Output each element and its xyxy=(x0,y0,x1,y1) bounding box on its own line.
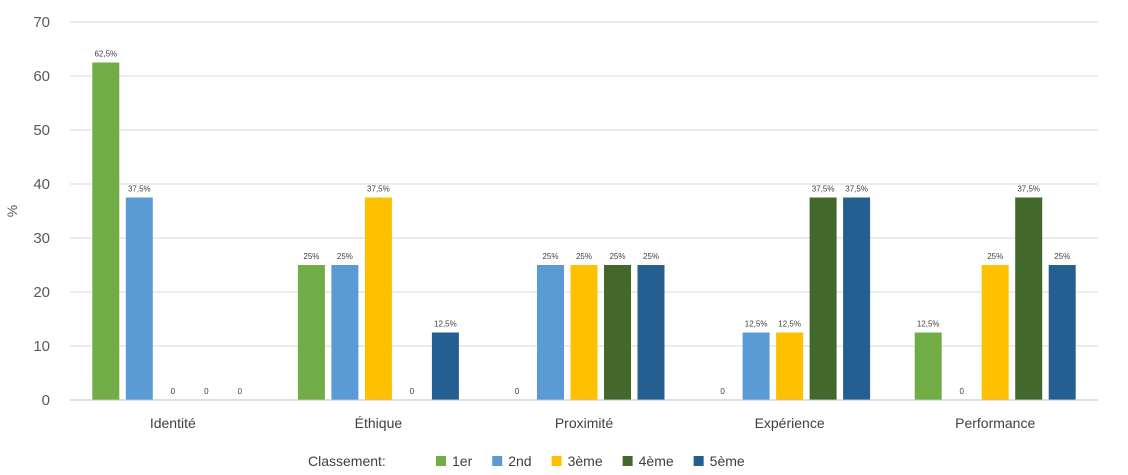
y-tick-label-0: 0 xyxy=(42,392,50,409)
data-label-experience-5eme: 37,5% xyxy=(845,185,868,194)
legend-title: Classement: xyxy=(308,453,386,469)
y-axis-ticks: 0 10 20 30 40 50 60 70 xyxy=(33,14,50,409)
data-label-performance-2nd: 0 xyxy=(959,387,964,396)
bar-proximite-4eme xyxy=(604,265,631,400)
legend-label-1er: 1er xyxy=(452,453,473,469)
x-category-label-ethique: Éthique xyxy=(355,415,403,431)
data-label-ethique-3eme: 37,5% xyxy=(367,185,390,194)
data-label-ethique-4eme: 0 xyxy=(410,387,415,396)
bar-ethique-1er xyxy=(297,265,325,400)
data-label-experience-2nd: 12,5% xyxy=(745,320,768,329)
legend-label-2nd: 2nd xyxy=(508,453,531,469)
y-tick-label-70: 70 xyxy=(33,14,50,31)
data-label-identite-5eme: 0 xyxy=(238,387,243,396)
data-label-experience-3eme: 12,5% xyxy=(778,320,801,329)
bar-experience-2nd xyxy=(742,332,770,400)
legend-swatch-3eme xyxy=(551,456,562,466)
bar-identite-2nd xyxy=(125,197,153,400)
bars xyxy=(92,62,1076,400)
legend: Classement: 1er 2nd 3ème 4ème 5ème xyxy=(308,453,745,469)
data-label-identite-4eme: 0 xyxy=(204,387,209,396)
legend-label-5eme: 5ème xyxy=(710,453,745,469)
legend-swatch-4eme xyxy=(622,456,633,466)
bar-performance-1er xyxy=(914,332,942,400)
x-category-label-experience: Expérience xyxy=(755,415,825,431)
y-tick-label-60: 60 xyxy=(33,68,50,85)
bar-ethique-3eme xyxy=(364,197,392,400)
legend-swatch-5eme xyxy=(693,456,704,466)
legend-label-3eme: 3ème xyxy=(568,453,603,469)
data-labels: 62,5% 37,5% 0 0 0 25% 25% 37,5% 0 12,5% 0 25% 25% 25%… xyxy=(94,50,1070,397)
data-label-proximite-5eme: 25% xyxy=(643,252,659,261)
y-axis-title: % xyxy=(4,205,20,217)
bar-performance-3eme xyxy=(981,265,1009,400)
x-category-label-identite: Identité xyxy=(150,415,196,431)
y-tick-label-10: 10 xyxy=(33,338,50,355)
x-category-label-performance: Performance xyxy=(955,415,1035,431)
data-label-identite-3eme: 0 xyxy=(171,387,176,396)
legend-label-4eme: 4ème xyxy=(639,453,674,469)
y-tick-label-50: 50 xyxy=(33,122,50,139)
data-label-ethique-1er: 25% xyxy=(303,252,319,261)
data-label-performance-4eme: 37,5% xyxy=(1017,185,1040,194)
data-label-proximite-2nd: 25% xyxy=(542,252,558,261)
bar-performance-5eme xyxy=(1048,265,1076,400)
bar-ethique-5eme xyxy=(431,332,459,400)
data-label-performance-3eme: 25% xyxy=(987,252,1003,261)
data-label-proximite-4eme: 25% xyxy=(609,252,625,261)
data-label-identite-2nd: 37,5% xyxy=(128,185,151,194)
bar-experience-5eme xyxy=(843,197,871,400)
x-category-label-proximite: Proximité xyxy=(555,415,614,431)
data-label-performance-5eme: 25% xyxy=(1054,252,1070,261)
y-tick-label-30: 30 xyxy=(33,230,50,247)
bar-performance-4eme xyxy=(1015,197,1043,400)
data-label-experience-4eme: 37,5% xyxy=(812,185,835,194)
bar-proximite-3eme xyxy=(570,265,598,400)
bar-experience-3eme xyxy=(776,332,804,400)
data-label-performance-1er: 12,5% xyxy=(917,320,940,329)
gridlines xyxy=(70,21,1098,347)
y-tick-label-40: 40 xyxy=(33,176,50,193)
bar-identite-1er xyxy=(92,62,120,400)
data-label-proximite-3eme: 25% xyxy=(576,252,592,261)
bar-proximite-5eme xyxy=(637,265,665,400)
data-label-proximite-1er: 0 xyxy=(515,387,520,396)
y-tick-label-20: 20 xyxy=(33,284,50,301)
bar-ethique-2nd xyxy=(331,265,359,400)
data-label-ethique-5eme: 12,5% xyxy=(434,320,457,329)
data-label-experience-1er: 0 xyxy=(720,387,725,396)
bar-proximite-2nd xyxy=(537,265,564,400)
data-label-ethique-2nd: 25% xyxy=(337,252,353,261)
data-label-identite-1er: 62,5% xyxy=(94,50,117,59)
legend-swatch-2nd xyxy=(492,456,503,466)
legend-swatch-1er xyxy=(436,456,446,466)
x-axis-categories: Identité Éthique Proximité Expérience Perfor… xyxy=(150,415,1036,431)
bar-experience-4eme xyxy=(809,197,837,400)
